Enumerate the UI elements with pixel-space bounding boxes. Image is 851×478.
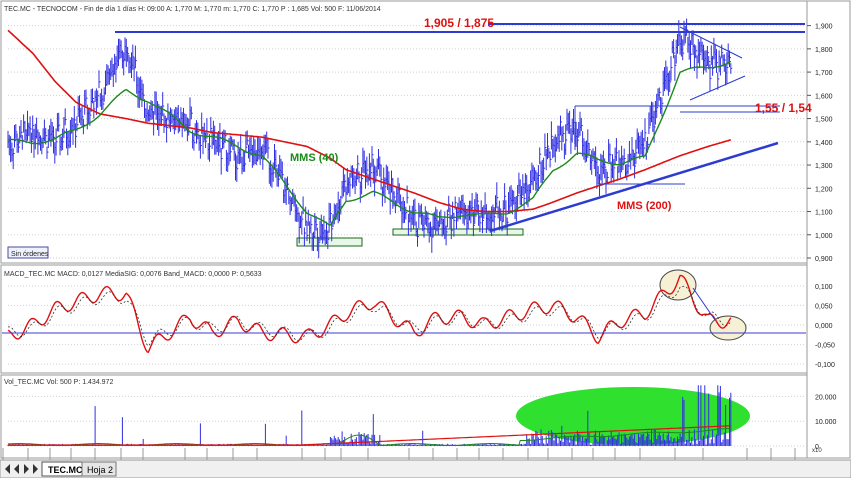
price-tick-label: 0,900 — [815, 256, 833, 263]
volume-tick-label: 0 — [815, 444, 819, 451]
bottom-box-1 — [296, 237, 363, 247]
price-tick-label: 1,500 — [815, 117, 833, 124]
price-tick-label: 1,300 — [815, 163, 833, 170]
next-tab-icon[interactable] — [24, 464, 29, 474]
tab-nav-arrows — [5, 464, 38, 474]
volume-tick-label: 20.000 — [815, 394, 837, 401]
price-tick-label: 1,100 — [815, 210, 833, 217]
mms200-label: MMS (200) — [617, 200, 672, 212]
price-tick-label: 1,200 — [815, 186, 833, 193]
price-tick-label: 1,900 — [815, 24, 833, 31]
macd-tick-label: -0,050 — [815, 343, 835, 350]
last-tab-icon[interactable] — [33, 464, 38, 474]
resistance-label: 1,905 / 1,875 — [424, 16, 494, 30]
volume-avg-long-line — [8, 425, 731, 446]
volume-unit-label: x10 — [812, 448, 822, 454]
no-orders-label: Sin órdenes — [11, 251, 49, 258]
tab-bar — [0, 459, 851, 478]
tab-hoja2-label: Hoja 2 — [87, 465, 113, 475]
mms200-line — [7, 29, 732, 213]
uptrend-line — [489, 141, 779, 233]
macd-tick-label: 0,050 — [815, 303, 833, 310]
price-bars — [7, 18, 733, 259]
price-panel — [0, 0, 808, 264]
macd-signal-line — [7, 285, 732, 347]
price-tick-label: 1,700 — [815, 70, 833, 77]
first-tab-icon[interactable] — [5, 464, 10, 474]
volume-highlight-ellipse — [516, 387, 750, 445]
volume-tick-label: 10.000 — [815, 419, 837, 426]
tab-active-label: TEC.MC — [48, 465, 83, 475]
triangle-lower-line — [689, 75, 746, 101]
macd-tick-label: 0,000 — [815, 323, 833, 330]
price-tick-label: 1,000 — [815, 233, 833, 240]
macd-tick-label: 0,100 — [815, 284, 833, 291]
price-header: TEC.MC - TECNOCOM - Fin de día 1 días H:… — [4, 6, 381, 13]
bottom-box-2 — [392, 228, 524, 236]
mms40-line — [7, 60, 732, 226]
macd-header: MACD_TEC.MC MACD: 0,0127 MediaSIG: 0,007… — [4, 271, 262, 278]
macd-tick-label: -0,100 — [815, 362, 835, 369]
macd-low-circle — [709, 315, 747, 341]
price-tick-label: 1,600 — [815, 93, 833, 100]
price-tick-label: 1,400 — [815, 140, 833, 147]
mms40-label: MMS (40) — [290, 152, 339, 164]
no-orders-box[interactable] — [7, 246, 49, 259]
volume-header: Vol_TEC.MC Vol: 500 P: 1.434.972 — [4, 379, 113, 386]
tab-hoja2[interactable] — [81, 461, 117, 477]
macd-line — [7, 274, 732, 354]
triangle-upper-line — [679, 26, 743, 59]
macd-peak-circle — [659, 269, 697, 301]
price-axis — [806, 0, 851, 459]
prev-tab-icon[interactable] — [14, 464, 19, 474]
macd-arrow-line — [692, 287, 716, 321]
price-tick-label: 1,800 — [815, 47, 833, 54]
support-label: 1,55 / 1,54 — [755, 101, 812, 115]
